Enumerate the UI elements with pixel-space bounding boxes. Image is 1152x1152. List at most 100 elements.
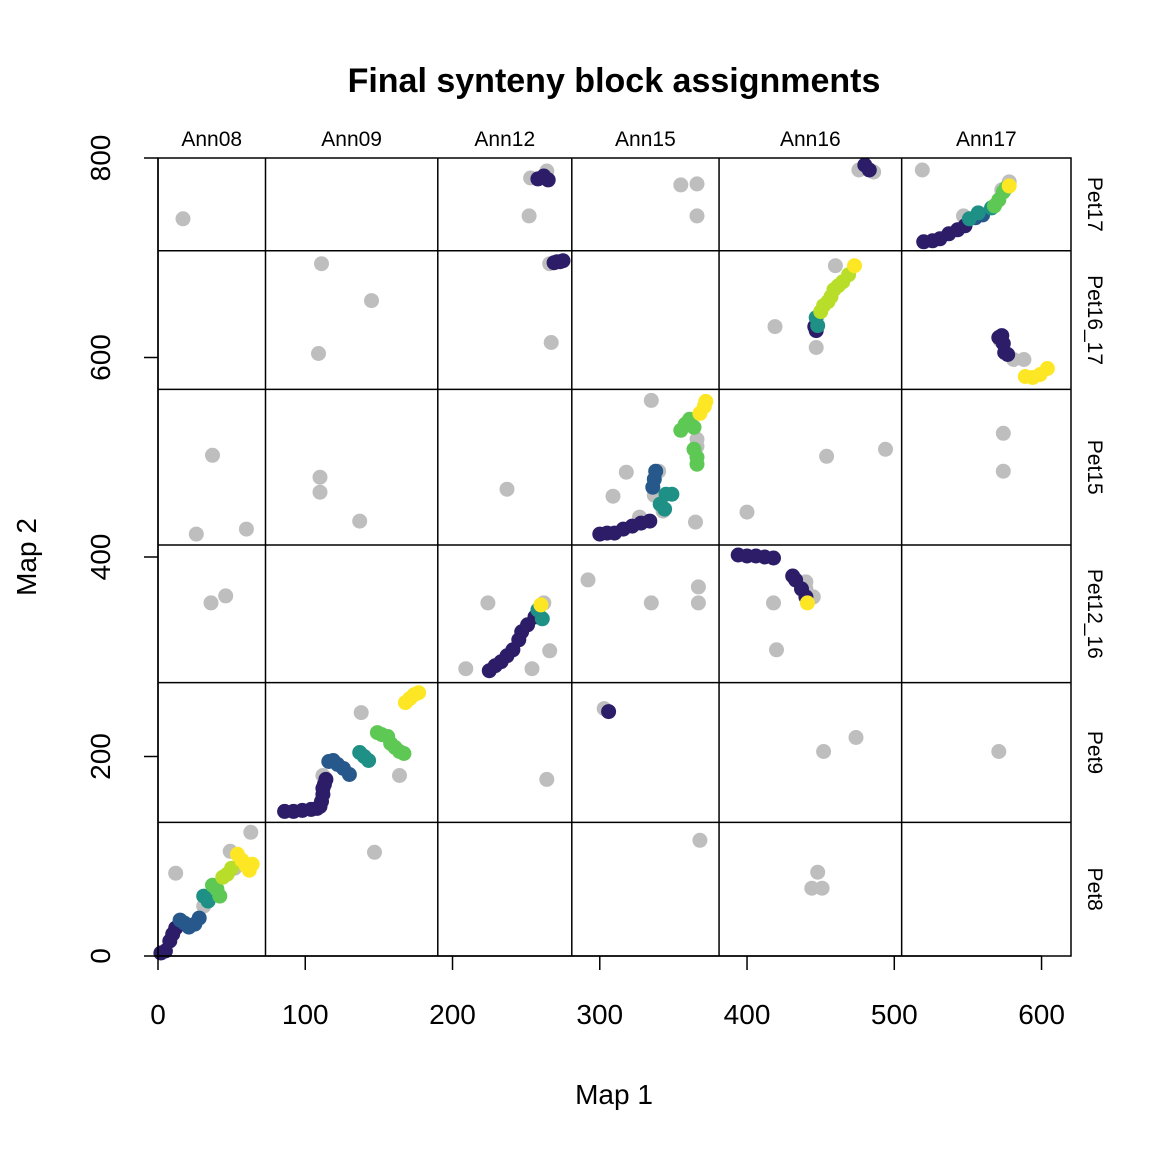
block-point: [810, 318, 826, 334]
unassigned-point: [353, 705, 369, 721]
block-point: [224, 860, 240, 876]
block-point: [191, 910, 207, 926]
unassigned-point: [995, 463, 1011, 479]
unassigned-point: [878, 441, 893, 457]
unassigned-point: [524, 661, 540, 677]
unassigned-point: [218, 588, 234, 604]
unassigned-point: [542, 643, 558, 659]
block-point: [341, 767, 357, 782]
y-axis-title: Map 2: [11, 518, 42, 596]
block-point: [244, 856, 260, 872]
unassigned-point: [692, 832, 708, 848]
unassigned-point: [499, 481, 515, 497]
y-tick-label: 400: [85, 534, 116, 581]
unassigned-point: [312, 469, 328, 485]
unassigned-point: [673, 177, 689, 193]
unassigned-point: [238, 521, 254, 537]
x-axis: 0 100 200 300 400 500 600: [150, 955, 1065, 1030]
block-point: [847, 258, 862, 274]
unassigned-point: [311, 346, 326, 361]
block-point: [648, 463, 664, 479]
y-chromosome-label: Pet8: [1083, 868, 1106, 911]
chromosome-labels: Ann08 Ann09 Ann12 Ann15 Ann16 Ann17 Pet8 Pet9 Pe…: [181, 128, 1106, 911]
unassigned-point: [458, 661, 474, 677]
unassigned-point: [1016, 352, 1032, 367]
unassigned-point: [814, 880, 830, 896]
y-chromosome-label: Pet15: [1083, 440, 1106, 495]
block-point: [657, 501, 673, 517]
unassigned-point: [688, 514, 703, 530]
y-tick-label: 800: [85, 135, 116, 182]
unassigned-point: [352, 513, 368, 529]
unassigned-point: [168, 865, 184, 881]
x-chromosome-label: Ann15: [615, 128, 676, 151]
unassigned-point: [767, 319, 783, 335]
y-chromosome-label: Pet16_17: [1083, 275, 1106, 365]
x-tick-label: 0: [150, 999, 166, 1030]
unassigned-point: [689, 176, 705, 192]
block-point: [533, 597, 549, 613]
unassigned-point: [312, 484, 328, 500]
unassigned-point: [605, 488, 621, 504]
unassigned-point: [188, 526, 204, 542]
block-point: [861, 162, 877, 178]
x-tick-label: 200: [429, 999, 476, 1030]
unassigned-point: [914, 162, 930, 178]
x-tick-label: 500: [871, 999, 918, 1030]
unassigned-point: [618, 464, 634, 480]
series-block-6: [230, 178, 1055, 878]
chromosome-grid: [158, 158, 1071, 956]
block-point: [212, 888, 228, 904]
unassigned-point: [766, 595, 781, 611]
y-chromosome-label: Pet17: [1083, 177, 1106, 232]
block-point: [200, 893, 216, 909]
unassigned-point: [689, 208, 705, 224]
series-block-5: [215, 267, 857, 885]
unassigned-point: [521, 208, 537, 224]
block-point: [540, 172, 556, 188]
unassigned-point: [314, 256, 329, 272]
unassigned-point: [848, 730, 864, 745]
unassigned-point: [643, 392, 659, 408]
block-point: [686, 419, 702, 435]
unassigned-point: [808, 340, 824, 355]
block-point: [664, 486, 680, 502]
unassigned-point: [827, 258, 843, 274]
block-point: [799, 595, 815, 611]
unassigned-point: [816, 744, 832, 759]
x-chromosome-label: Ann17: [956, 128, 1017, 151]
unassigned-point: [539, 771, 555, 787]
block-point: [642, 513, 658, 529]
block-point: [411, 685, 427, 701]
block-point: [1001, 178, 1017, 194]
block-point: [689, 456, 705, 472]
series-block-3: [196, 200, 999, 909]
unassigned-point: [364, 293, 379, 309]
plot-frame: [157, 157, 1072, 957]
x-tick-label: 300: [576, 999, 623, 1030]
unassigned-point: [739, 504, 755, 520]
series-block-1: [153, 157, 1016, 961]
unassigned-point: [819, 448, 835, 464]
y-chromosome-label: Pet12_16: [1083, 569, 1106, 659]
block-point: [361, 753, 377, 768]
unassigned-point: [690, 579, 706, 595]
y-axis: 0 200 400 600 800: [85, 135, 159, 964]
data-points: [153, 157, 1055, 961]
y-tick-label: 0: [85, 948, 116, 964]
y-chromosome-label: Pet9: [1083, 731, 1106, 774]
unassigned-point: [203, 595, 219, 611]
y-tick-label: 200: [85, 733, 116, 780]
unassigned-point: [175, 211, 191, 227]
unassigned-point: [392, 768, 407, 783]
block-point: [1000, 347, 1016, 362]
block-point: [1039, 361, 1055, 376]
unassigned-point: [690, 595, 706, 611]
block-point: [698, 393, 714, 409]
block-point: [396, 746, 412, 761]
x-tick-label: 600: [1018, 999, 1065, 1030]
x-chromosome-label: Ann08: [181, 128, 242, 151]
unassigned-point: [580, 572, 596, 588]
